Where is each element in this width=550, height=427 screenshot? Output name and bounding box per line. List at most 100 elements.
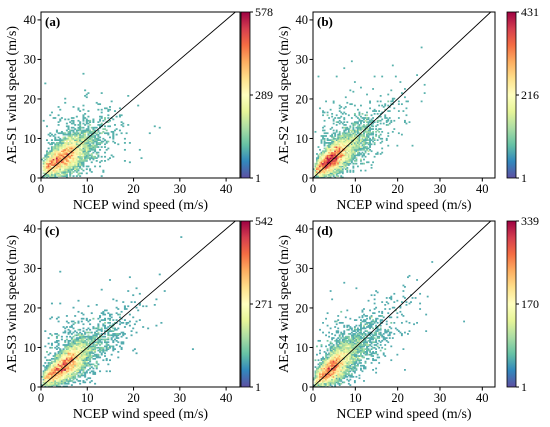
density-cell [322, 126, 324, 129]
density-cell [325, 384, 327, 386]
density-cell [60, 151, 63, 154]
density-cell [47, 374, 50, 377]
density-cell [41, 375, 44, 378]
density-cell [338, 172, 341, 175]
density-cell [77, 370, 80, 373]
density-cell [75, 344, 78, 346]
density-cell [82, 164, 85, 166]
density-cell [353, 151, 356, 154]
density-cell [49, 385, 52, 387]
density-cell [60, 162, 63, 165]
density-cell [332, 357, 335, 360]
density-cell [90, 132, 93, 135]
density-cell [344, 362, 347, 364]
y-tick-label: 20 [296, 92, 309, 106]
density-cell [57, 356, 60, 359]
density-cell [340, 135, 343, 137]
density-cell [366, 353, 368, 356]
density-cell [72, 360, 75, 363]
density-cell [366, 137, 368, 140]
density-cell [349, 89, 352, 92]
density-cell [317, 158, 320, 161]
density-cell [349, 136, 352, 139]
density-cell [69, 155, 72, 158]
density-cell [325, 162, 327, 165]
density-cell [99, 344, 102, 346]
density-cell [113, 110, 116, 112]
density-cell [59, 166, 62, 169]
density-cell [70, 135, 73, 137]
density-cell [335, 381, 338, 384]
density-cell [65, 356, 68, 359]
density-cell [87, 92, 90, 94]
density-cell [384, 348, 387, 350]
density-cell [323, 150, 326, 153]
density-cell [376, 151, 379, 154]
density-cell [57, 344, 60, 346]
density-cell [334, 172, 337, 175]
density-cell [87, 338, 90, 341]
density-cell [89, 147, 92, 150]
density-cell [94, 132, 97, 135]
density-cell [84, 366, 87, 368]
density-cell [394, 75, 397, 78]
density-cell [349, 103, 352, 106]
density-cell [57, 175, 60, 177]
density-cell [332, 132, 335, 135]
density-cell [334, 142, 337, 144]
density-cell [313, 168, 315, 171]
density-cell [57, 359, 60, 362]
density-cell [364, 147, 367, 150]
density-cell [350, 334, 353, 337]
density-cell [67, 346, 70, 349]
density-cell [72, 348, 75, 350]
density-cell [45, 151, 48, 154]
density-cell [90, 348, 93, 350]
density-cell [102, 335, 105, 338]
density-cell [82, 155, 85, 158]
density-cell [363, 364, 365, 367]
density-cell [338, 150, 341, 153]
density-cell [353, 143, 356, 146]
density-cell [122, 122, 125, 125]
density-cell [329, 151, 332, 154]
density-cell [350, 339, 353, 342]
density-cell [74, 345, 77, 348]
density-cell [349, 375, 352, 378]
density-cell [344, 158, 347, 161]
density-cell [373, 320, 376, 323]
density-cell [108, 319, 111, 321]
density-cell [105, 348, 108, 350]
density-cell [334, 371, 337, 374]
density-cell [360, 333, 362, 335]
density-cell [60, 360, 63, 363]
density-cell [57, 153, 60, 155]
density-cell [90, 366, 93, 368]
density-cell [356, 117, 359, 119]
density-cell [326, 370, 329, 373]
density-cell [355, 122, 358, 125]
density-cell [59, 360, 62, 363]
density-cell [356, 334, 359, 337]
density-cell [341, 165, 344, 168]
density-cell [375, 330, 378, 333]
density-cell [366, 139, 368, 141]
density-cell [325, 142, 327, 144]
density-cell [85, 356, 88, 359]
y-tick-label: 30 [296, 262, 309, 276]
density-cell [320, 345, 323, 348]
density-cell [95, 143, 98, 146]
density-cell [47, 166, 50, 169]
density-cell [356, 142, 359, 144]
density-cell [323, 157, 326, 159]
density-cell [77, 169, 80, 172]
density-cell [353, 139, 356, 141]
density-cell [100, 288, 103, 291]
density-cell [346, 370, 349, 373]
density-cell [47, 366, 50, 368]
density-cell [77, 366, 80, 368]
density-cell [44, 377, 47, 380]
density-cell [99, 115, 102, 118]
density-cell [52, 117, 55, 119]
density-cell [384, 114, 387, 117]
